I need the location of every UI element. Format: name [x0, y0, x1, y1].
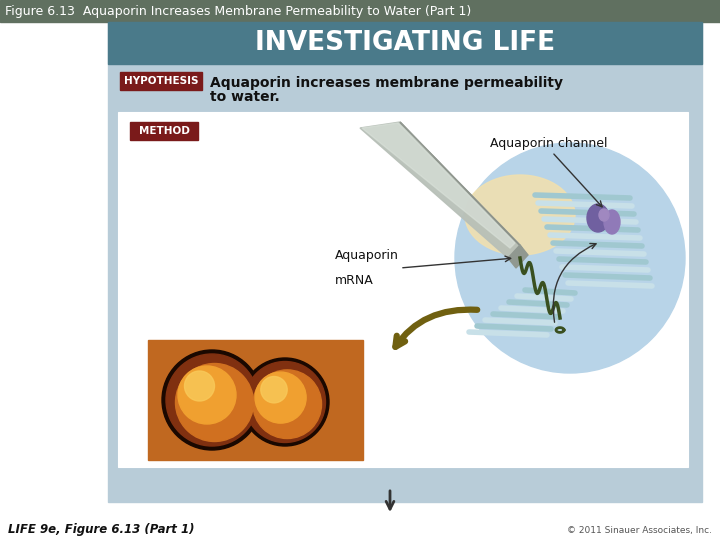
- Circle shape: [166, 354, 258, 446]
- Bar: [130, 122, 198, 140]
- Circle shape: [241, 358, 329, 446]
- Polygon shape: [400, 122, 522, 248]
- Bar: [0, 0, 720, 22]
- Circle shape: [253, 370, 322, 438]
- Ellipse shape: [587, 204, 609, 232]
- Text: to water.: to water.: [210, 90, 280, 104]
- Text: HYPOTHESIS: HYPOTHESIS: [124, 76, 198, 86]
- Bar: [120, 72, 202, 90]
- FancyArrowPatch shape: [395, 309, 477, 347]
- Ellipse shape: [599, 209, 609, 221]
- FancyArrowPatch shape: [553, 244, 596, 322]
- Bar: [148, 340, 363, 460]
- Polygon shape: [360, 122, 520, 258]
- Circle shape: [255, 372, 306, 423]
- Circle shape: [178, 366, 236, 424]
- Ellipse shape: [465, 175, 575, 255]
- Text: METHOD: METHOD: [138, 126, 189, 136]
- Text: Aquaporin channel: Aquaporin channel: [490, 137, 608, 150]
- Text: © 2011 Sinauer Associates, Inc.: © 2011 Sinauer Associates, Inc.: [567, 525, 712, 535]
- Ellipse shape: [604, 210, 620, 234]
- Polygon shape: [362, 123, 515, 248]
- Text: INVESTIGATING LIFE: INVESTIGATING LIFE: [255, 30, 555, 56]
- Text: mRNA: mRNA: [335, 274, 374, 287]
- Circle shape: [455, 143, 685, 373]
- Text: Aquaporin: Aquaporin: [335, 249, 399, 262]
- Circle shape: [261, 376, 287, 403]
- Text: Figure 6.13  Aquaporin Increases Membrane Permeability to Water (Part 1): Figure 6.13 Aquaporin Increases Membrane…: [5, 4, 472, 17]
- Text: LIFE 9e, Figure 6.13 (Part 1): LIFE 9e, Figure 6.13 (Part 1): [8, 523, 194, 537]
- Circle shape: [184, 371, 215, 401]
- Bar: [108, 22, 702, 64]
- Circle shape: [162, 350, 262, 450]
- Circle shape: [245, 361, 325, 442]
- Bar: [118, 112, 688, 467]
- Bar: [108, 22, 702, 502]
- Circle shape: [176, 363, 253, 442]
- Text: Aquaporin increases membrane permeability: Aquaporin increases membrane permeabilit…: [210, 76, 563, 90]
- Polygon shape: [508, 245, 528, 268]
